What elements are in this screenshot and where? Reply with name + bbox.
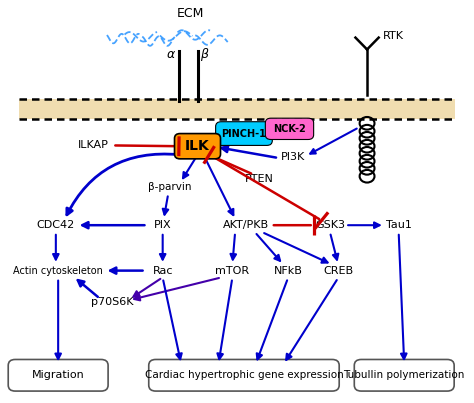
Text: Tau1: Tau1 <box>386 220 411 230</box>
Text: Tubullin polymerization: Tubullin polymerization <box>344 370 465 380</box>
FancyBboxPatch shape <box>354 359 454 391</box>
Text: PI3K: PI3K <box>281 152 305 162</box>
Text: Migration: Migration <box>32 370 84 380</box>
Text: Rac: Rac <box>153 266 173 276</box>
Text: PIX: PIX <box>154 220 172 230</box>
FancyBboxPatch shape <box>149 359 339 391</box>
Text: NFkB: NFkB <box>273 266 302 276</box>
Text: Cardiac hypertrophic gene expression: Cardiac hypertrophic gene expression <box>145 370 343 380</box>
Text: Actin cytoskeleton: Actin cytoskeleton <box>13 266 103 276</box>
Text: NCK-2: NCK-2 <box>273 124 306 134</box>
Text: ILK: ILK <box>185 139 210 153</box>
Text: PINCH-1: PINCH-1 <box>221 129 266 139</box>
FancyBboxPatch shape <box>174 133 220 159</box>
Text: mTOR: mTOR <box>215 266 249 276</box>
Text: ECM: ECM <box>177 7 204 21</box>
Text: GSK3: GSK3 <box>315 220 345 230</box>
Text: CDC42: CDC42 <box>36 220 75 230</box>
FancyBboxPatch shape <box>265 118 314 139</box>
FancyBboxPatch shape <box>216 122 272 145</box>
Bar <box>18 99 456 118</box>
Text: PTEN: PTEN <box>245 174 273 185</box>
Text: β-parvin: β-parvin <box>148 182 191 192</box>
Text: β: β <box>201 48 209 61</box>
Text: AKT/PKB: AKT/PKB <box>223 220 269 230</box>
Text: α: α <box>167 48 175 61</box>
Text: RTK: RTK <box>383 31 404 41</box>
Text: CREB: CREB <box>323 266 353 276</box>
FancyBboxPatch shape <box>8 359 108 391</box>
Text: ILKAP: ILKAP <box>78 140 109 150</box>
Text: p70S6K: p70S6K <box>91 297 134 307</box>
